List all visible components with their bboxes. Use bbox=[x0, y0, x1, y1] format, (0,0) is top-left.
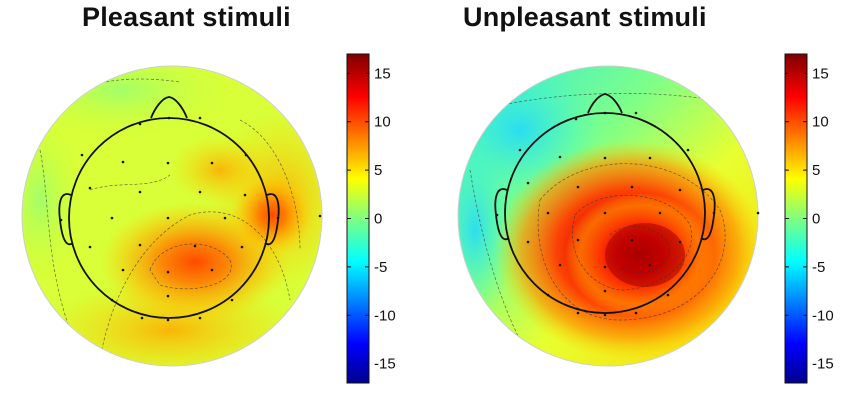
pleasant-colorbar: 15 10 5 0 -5 -10 -15 bbox=[346, 53, 396, 384]
pleasant-electrodes bbox=[59, 116, 322, 322]
unpleasant-scalp-map bbox=[457, 65, 760, 367]
unpleasant-colorbar-tick-label: 15 bbox=[812, 65, 829, 82]
nose-outline bbox=[150, 96, 188, 119]
unpleasant-colorbar-tick-label: 5 bbox=[812, 162, 820, 179]
unpleasant-colorbar: 15 10 5 0 -5 -10 -15 bbox=[784, 53, 834, 384]
unpleasant-electrodes bbox=[495, 111, 760, 317]
pleasant-colorbar-tick-label: 0 bbox=[374, 211, 382, 228]
pleasant-stimuli-title: Pleasant stimuli bbox=[82, 2, 291, 32]
unpleasant-colorbar-tick-label: 10 bbox=[812, 114, 829, 131]
right-ear-outline-right bbox=[700, 188, 716, 241]
pleasant-colorbar-tick-label: 5 bbox=[374, 162, 382, 179]
pleasant-colorbar-tick-label: 10 bbox=[374, 114, 391, 131]
pleasant-colorbar-tick-label: -5 bbox=[374, 259, 387, 276]
right-ear-outline bbox=[264, 193, 280, 246]
pleasant-colorbar-tick-label: -10 bbox=[374, 307, 396, 324]
unpleasant-stimuli-title: Unpleasant stimuli bbox=[463, 2, 707, 32]
unpleasant-colorbar-tick-label: 0 bbox=[812, 211, 820, 228]
nose-outline-right bbox=[587, 93, 623, 114]
unpleasant-colorbar-tick-label: -5 bbox=[812, 259, 825, 276]
unpleasant-colorbar-tick-label: -10 bbox=[812, 307, 834, 324]
pleasant-colorbar-tick-label: -15 bbox=[374, 356, 396, 373]
pleasant-scalp-map bbox=[21, 65, 323, 367]
pleasant-colorbar-tick-label: 15 bbox=[374, 65, 391, 82]
unpleasant-colorbar-tick-label: -15 bbox=[812, 356, 834, 373]
